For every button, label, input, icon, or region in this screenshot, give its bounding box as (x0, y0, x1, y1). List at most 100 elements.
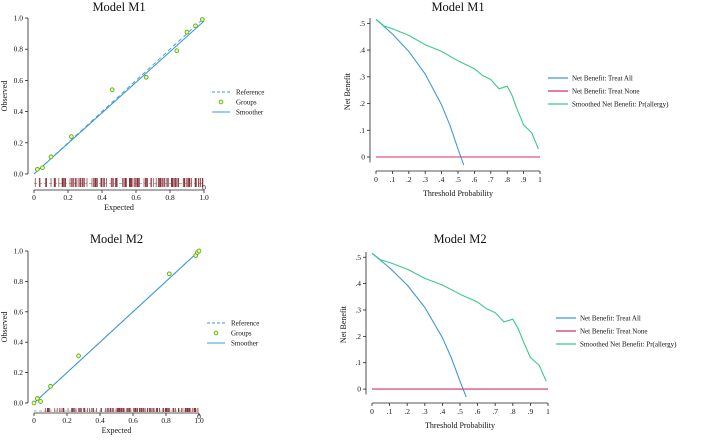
y-tick-label: 0.2 (14, 138, 24, 147)
x-tick-label: 0 (32, 193, 36, 202)
x-tick-label: 0.6 (128, 416, 138, 425)
x-tick-label: .7 (488, 175, 494, 184)
rug-zero-label: 0 (197, 412, 201, 421)
treat-all-line (371, 252, 467, 398)
legend-treat-none-label: Net Benefit: Treat None (572, 88, 639, 96)
x-tick-label: .5 (455, 175, 461, 184)
legend-smoother-label: Smoother (231, 340, 259, 348)
smoothed-net-benefit-line (371, 252, 547, 382)
rug-plot (34, 178, 204, 187)
x-tick-label: 0.2 (63, 193, 73, 202)
y-tick-label: 0.0 (14, 399, 24, 408)
group-point (48, 383, 53, 389)
legend-groups-label: Groups (231, 330, 252, 338)
rug-plot (44, 408, 199, 412)
x-tick-label: .4 (439, 175, 445, 184)
y-tick-label: 0.4 (14, 338, 24, 347)
y-tick-label: 0.0 (14, 170, 24, 179)
y-tick-label: .3 (355, 306, 361, 315)
x-tick-label: .8 (504, 175, 510, 184)
y-tick-label: 0.8 (14, 45, 24, 54)
legend-treat-all-label: Net Benefit: Treat All (580, 315, 641, 323)
x-axis-label: Expected (102, 426, 132, 435)
x-tick-label: 0.2 (62, 416, 72, 425)
x-tick-label: 0.6 (131, 193, 141, 202)
y-tick-label: .3 (359, 72, 365, 81)
group-point (109, 87, 115, 93)
rug-zero-label: 0 (202, 183, 206, 192)
x-tick-label: .9 (528, 407, 534, 416)
y-tick-label: 0.2 (14, 368, 24, 377)
chart-title: Model M1 (431, 0, 484, 14)
x-axis-label: Threshold Probability (425, 421, 495, 430)
smoother-line (33, 250, 200, 404)
group-point (35, 166, 40, 172)
y-tick-label: .5 (359, 19, 365, 28)
y-tick-label: 0.4 (14, 107, 24, 116)
x-tick-label: .9 (521, 175, 527, 184)
y-tick-label: 1.0 (14, 247, 24, 256)
group-point (143, 74, 149, 80)
y-tick-label: 0.6 (14, 307, 24, 316)
legend-groups-label: Groups (236, 99, 257, 107)
x-tick-label: .5 (457, 407, 463, 416)
x-tick-label: 0.8 (165, 193, 175, 202)
y-axis-label: Net Benefit (343, 72, 352, 110)
group-point (199, 17, 205, 22)
legend-reference-label: Reference (231, 320, 259, 328)
x-axis-label: Threshold Probability (423, 189, 493, 198)
x-tick-label: .4 (440, 407, 446, 416)
x-tick-label: 1 (546, 407, 550, 416)
y-tick-label: 0.6 (14, 76, 24, 85)
group-point (193, 23, 198, 29)
smoother-line (33, 20, 205, 175)
y-tick-label: 0.8 (14, 277, 24, 286)
x-tick-label: .3 (422, 407, 428, 416)
group-point (48, 154, 54, 160)
y-tick-label: .4 (359, 46, 365, 55)
x-tick-label: 1.0 (199, 193, 209, 202)
y-tick-label: 1.0 (14, 14, 24, 23)
legend-smoothed-label: Smoothed Net Benefit: Pr(allergy) (572, 101, 669, 109)
y-tick-label: .2 (355, 332, 361, 341)
x-tick-label: .2 (404, 407, 410, 416)
y-axis-label: Observed (0, 81, 9, 112)
chart-title: Model M1 (92, 0, 145, 14)
group-point (76, 353, 81, 359)
x-tick-label: .6 (475, 407, 481, 416)
legend-groups-swatch (213, 330, 219, 336)
y-tick-label: 0 (361, 152, 365, 161)
x-tick-label: .2 (406, 175, 412, 184)
x-tick-label: 0.4 (95, 416, 105, 425)
x-tick-label: 0.4 (97, 193, 107, 202)
x-tick-label: .1 (387, 407, 393, 416)
group-point (184, 29, 190, 35)
x-tick-label: 1.0 (194, 416, 204, 425)
y-axis-label: Observed (0, 312, 9, 343)
y-tick-label: .1 (359, 126, 365, 135)
legend-groups-swatch (218, 99, 224, 105)
group-point (166, 271, 172, 277)
legend-treat-none-label: Net Benefit: Treat None (580, 328, 647, 336)
legend-treat-all-label: Net Benefit: Treat All (572, 75, 633, 83)
legend-reference-label: Reference (236, 89, 264, 97)
x-tick-label: 0 (370, 407, 374, 416)
group-point (196, 248, 202, 254)
x-tick-label: .6 (472, 175, 478, 184)
legend-smoothed-label: Smoothed Net Benefit: Pr(allergy) (580, 341, 677, 349)
x-tick-label: .8 (510, 407, 516, 416)
chart-title: Model M2 (433, 232, 486, 246)
smoothed-net-benefit-line (375, 18, 539, 150)
group-point (38, 399, 43, 404)
group-point (40, 165, 45, 171)
group-point (174, 48, 180, 54)
y-tick-label: .5 (355, 253, 361, 262)
y-tick-label: .1 (355, 358, 361, 367)
y-tick-label: .2 (359, 99, 365, 108)
group-point (31, 400, 37, 406)
y-axis-label: Net Benefit (339, 305, 348, 343)
legend-smoother-label: Smoother (236, 109, 264, 117)
x-tick-label: .7 (492, 407, 498, 416)
chart-title: Model M2 (90, 232, 143, 246)
